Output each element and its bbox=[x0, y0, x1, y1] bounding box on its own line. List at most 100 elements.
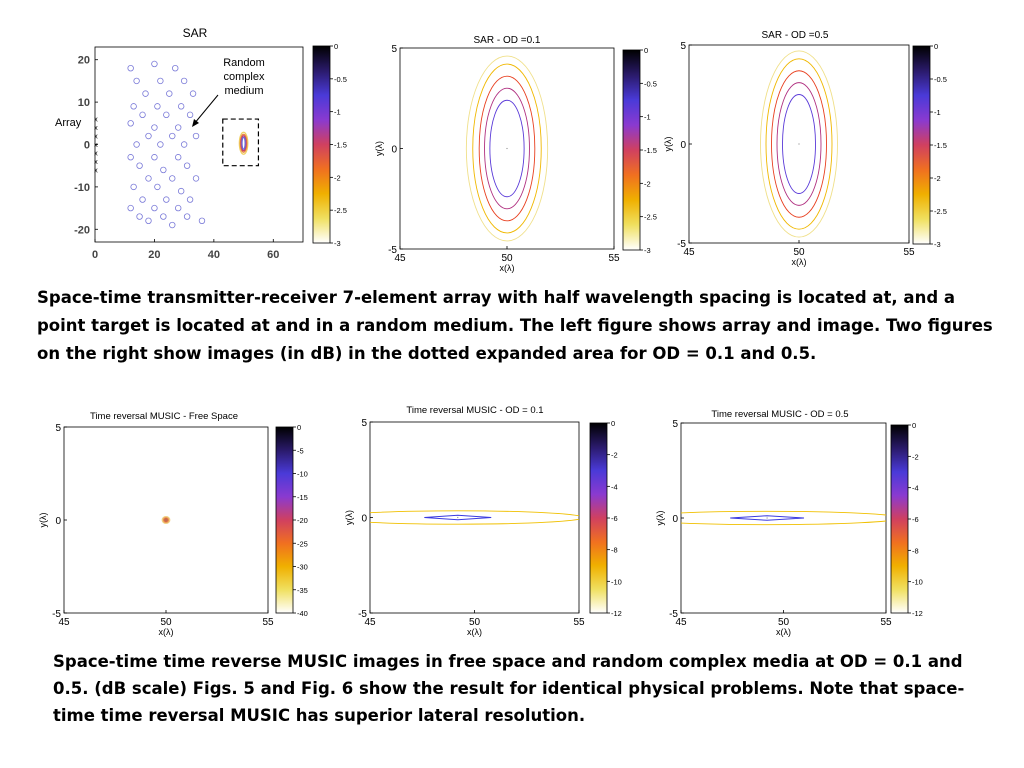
y-tick-label: -10 bbox=[74, 182, 90, 194]
x-tick-label: 45 bbox=[364, 617, 376, 628]
chart-title: Time reversal MUSIC - OD = 0.5 bbox=[711, 409, 848, 420]
scatterer-point bbox=[183, 162, 191, 169]
scatterer-point bbox=[157, 141, 164, 148]
array-element-marker: x bbox=[94, 134, 98, 141]
x-tick-label: 45 bbox=[683, 247, 695, 258]
colorbar-tick-label: -5 bbox=[297, 446, 304, 455]
array-element-marker: x bbox=[94, 117, 98, 124]
array-element-marker: x bbox=[94, 125, 98, 132]
chart-title: Time reversal MUSIC - OD = 0.1 bbox=[406, 405, 543, 416]
chart-title: Time reversal MUSIC - Free Space bbox=[90, 411, 238, 422]
x-tick-label: 50 bbox=[778, 617, 790, 628]
scatterer-point bbox=[139, 111, 146, 119]
chart-title: SAR - OD =0.1 bbox=[474, 35, 541, 46]
scatterer-point bbox=[166, 90, 173, 97]
y-tick-label: -5 bbox=[677, 239, 686, 250]
scatterer-point bbox=[172, 64, 179, 72]
array-element-marker: x bbox=[94, 159, 98, 166]
scatterer-point bbox=[142, 90, 149, 97]
colorbar-tick-label: -30 bbox=[297, 563, 308, 572]
colorbar-tick-label: -1 bbox=[934, 108, 941, 117]
x-tick-label: 50 bbox=[160, 617, 172, 628]
y-tick-label: 5 bbox=[391, 44, 397, 55]
x-tick-label: 20 bbox=[148, 249, 160, 261]
colorbar-gradient bbox=[589, 422, 608, 614]
x-tick-label: 55 bbox=[573, 617, 585, 628]
scatterer-point bbox=[145, 175, 152, 182]
scatterer-point bbox=[160, 213, 167, 220]
contour-group bbox=[161, 515, 171, 525]
y-axis-label: y(λ) bbox=[374, 141, 384, 156]
scatterer-point bbox=[183, 213, 191, 220]
scatterer-point bbox=[145, 217, 152, 225]
colorbar-tick-label: -12 bbox=[611, 609, 622, 618]
colorbar-tick-label: -25 bbox=[297, 539, 308, 548]
medium-label: Random bbox=[223, 57, 265, 69]
y-tick-label: 5 bbox=[55, 423, 61, 434]
scatterer-point bbox=[180, 77, 188, 85]
scatterer-point bbox=[169, 132, 176, 140]
medium-label: complex bbox=[224, 71, 265, 83]
y-tick-label: 5 bbox=[680, 41, 686, 52]
x-tick-label: 45 bbox=[394, 253, 406, 264]
scatterer-point bbox=[130, 183, 137, 191]
scatterer-point bbox=[163, 111, 170, 119]
colorbar-tick-label: -8 bbox=[912, 546, 919, 555]
y-tick-label: 5 bbox=[672, 419, 678, 430]
contour-line bbox=[771, 70, 827, 218]
y-tick-label: -5 bbox=[52, 609, 61, 620]
y-tick-label: 20 bbox=[78, 55, 90, 67]
colorbar-tick-label: 0 bbox=[912, 421, 916, 430]
colorbar-tick-label: -2 bbox=[334, 173, 341, 182]
scatterer-point bbox=[154, 183, 161, 191]
target-box bbox=[222, 118, 260, 167]
scatterer-point bbox=[136, 213, 143, 220]
colorbar-tick-label: -1.5 bbox=[334, 141, 347, 150]
scatterer-point bbox=[160, 166, 167, 174]
caption-top: Space-time transmitter-receiver 7-elemen… bbox=[37, 288, 993, 363]
peak-marker bbox=[165, 519, 167, 521]
chart-title: SAR - OD =0.5 bbox=[762, 30, 829, 41]
colorbar-tick-label: -6 bbox=[611, 514, 618, 523]
scatterer-point bbox=[151, 204, 158, 212]
x-axis-label: x(λ) bbox=[159, 627, 174, 637]
x-axis-label: x(λ) bbox=[792, 257, 807, 267]
y-tick-label: 5 bbox=[361, 418, 367, 429]
colorbar-6: 0 -2 -4 -6 -8 -10 -12 bbox=[890, 421, 923, 618]
scatterer-point bbox=[177, 187, 185, 195]
scatterer-point bbox=[130, 103, 137, 110]
peak-marker bbox=[798, 143, 800, 145]
caption-bottom: Space-time time reverse MUSIC images in … bbox=[53, 652, 965, 725]
y-tick-label: -5 bbox=[358, 609, 367, 620]
contour-group bbox=[760, 50, 838, 238]
colorbar-tick-label: 0 bbox=[334, 42, 338, 51]
x-tick-label: 55 bbox=[903, 247, 915, 258]
colorbar-tick-label: -1 bbox=[334, 108, 341, 117]
scatterer-point bbox=[127, 204, 134, 212]
colorbar-tick-label: -2.5 bbox=[644, 213, 657, 222]
chart-5: Time reversal MUSIC - OD = 0.145 50 5550-5… bbox=[344, 405, 585, 637]
colorbar-gradient bbox=[275, 426, 294, 614]
contour-line bbox=[484, 87, 530, 210]
y-tick-label: 0 bbox=[672, 514, 678, 525]
chart-title: SAR bbox=[183, 26, 208, 40]
scatterer-point bbox=[151, 154, 158, 161]
colorbar-tick-label: -12 bbox=[912, 609, 923, 618]
colorbar-tick-label: -1.5 bbox=[934, 141, 947, 150]
scatterer-point bbox=[151, 60, 158, 68]
colorbar-tick-label: -3 bbox=[644, 246, 651, 255]
x-axis-label: x(λ) bbox=[467, 627, 482, 637]
medium-label: medium bbox=[224, 85, 263, 97]
contour-line bbox=[489, 99, 525, 198]
y-tick-label: 0 bbox=[680, 140, 686, 151]
scatterer-point bbox=[174, 204, 182, 212]
scatterer-point bbox=[136, 162, 143, 169]
y-tick-label: 10 bbox=[78, 97, 90, 109]
scatterer-point bbox=[180, 141, 188, 148]
colorbar-tick-label: 0 bbox=[644, 46, 648, 55]
colorbar-gradient bbox=[890, 424, 909, 614]
colorbar-4: 0 -5 -10 -15 -20 -25 -30 -35 -40 bbox=[275, 423, 308, 618]
